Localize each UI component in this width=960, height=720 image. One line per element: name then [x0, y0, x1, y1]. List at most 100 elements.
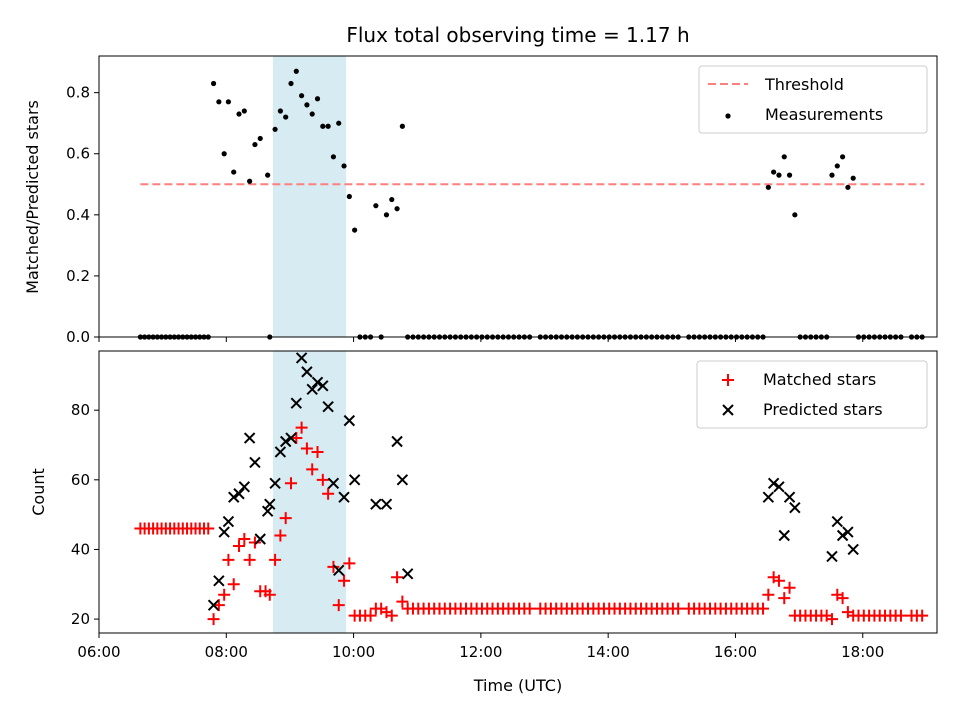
matched-star-point — [274, 529, 287, 542]
bottom-plot-frame — [98, 350, 938, 634]
measurement-point — [288, 80, 294, 87]
matched-star-point — [391, 571, 404, 584]
x-axis-label: Time (UTC) — [473, 676, 562, 695]
predicted-star-point — [343, 414, 356, 427]
measurement-point — [394, 206, 400, 212]
matched-star-point — [338, 574, 351, 587]
matched-star-point — [385, 609, 398, 622]
top-y-tick-label: 0.2 — [66, 267, 90, 285]
predicted-star-point — [322, 400, 334, 413]
matched-star-point — [772, 574, 785, 587]
predicted-star-point — [762, 491, 775, 503]
bottom-y-tick-label: 60 — [71, 471, 90, 489]
predicted-star-point — [401, 568, 414, 580]
legend-predicted-swatch — [722, 404, 734, 416]
top-x-axis — [98, 337, 864, 342]
matched-star-point — [836, 592, 849, 605]
measurement-point — [252, 141, 258, 148]
bottom-legend-box — [696, 360, 928, 429]
predicted-star-point — [327, 477, 340, 490]
predicted-star-point — [338, 491, 350, 503]
predicted-star-point — [783, 491, 796, 503]
legend-measurement-swatch — [725, 113, 731, 119]
top-shaded-region — [272, 56, 347, 337]
predicted-star-point — [773, 481, 785, 493]
x-tick-label: 10:00 — [332, 643, 375, 661]
matched-star-point — [916, 609, 929, 622]
predicted-star-point — [238, 481, 251, 493]
x-tick-label: 18:00 — [841, 643, 884, 661]
measurement-point — [845, 184, 851, 190]
top-y-axis: 0.0 0.2 0.4 0.6 0.8 — [66, 84, 99, 346]
top-y-axis-label: Matched/Predicted stars — [23, 100, 42, 294]
matched-star-point — [762, 588, 775, 601]
predicted-star-point — [842, 526, 854, 538]
predicted-star-point — [207, 599, 220, 611]
matched-star-point — [233, 539, 246, 552]
matched-star-point — [300, 442, 313, 455]
predicted-star-point — [279, 435, 292, 448]
bottom-x-axis: 06:00 08:00 10:00 12:00 14:00 16:00 18:00 — [77, 633, 884, 661]
predicted-star-point — [317, 380, 329, 392]
measurement-point — [314, 96, 321, 102]
predicted-star-point — [264, 498, 276, 510]
predicted-star-point — [348, 474, 361, 486]
measurement-point — [336, 120, 342, 126]
matched-star-point — [825, 613, 838, 626]
predicted-star-point — [290, 397, 303, 409]
x-tick-label: 14:00 — [587, 643, 630, 661]
matched-star-point — [894, 609, 907, 622]
predicted-star-point — [254, 533, 266, 545]
matched-star-point — [284, 477, 297, 490]
measurement-point — [231, 169, 237, 175]
measurement-point — [221, 151, 227, 157]
measurement-point — [210, 80, 217, 87]
matched-star-point — [222, 553, 235, 566]
matched-star-point — [757, 602, 770, 615]
top-plot-frame — [98, 55, 938, 338]
predicted-stars-points — [207, 352, 859, 611]
predicted-star-point — [847, 543, 859, 556]
matched-star-point — [243, 553, 256, 566]
matched-star-point — [311, 445, 324, 458]
predicted-star-point — [228, 491, 240, 503]
matched-star-point — [672, 602, 685, 615]
matched-star-point — [306, 463, 319, 476]
predicted-star-point — [233, 488, 245, 500]
predicted-star-point — [831, 515, 843, 528]
measurement-point — [265, 172, 271, 178]
matched-star-point — [218, 588, 231, 601]
measurement-point — [373, 203, 379, 209]
matched-star-point — [322, 487, 335, 500]
predicted-star-point — [396, 474, 409, 486]
x-tick-label: 16:00 — [714, 643, 757, 661]
matched-star-point — [332, 599, 345, 612]
predicted-star-point — [295, 352, 308, 364]
measurement-point — [389, 196, 395, 203]
matched-star-point — [263, 588, 276, 601]
bottom-legend: Matched stars Predicted stars — [696, 360, 928, 429]
legend-matched-swatch — [722, 374, 734, 386]
matched-star-point — [269, 553, 282, 566]
predicted-star-point — [311, 376, 324, 389]
chart-title: Flux total observing time = 1.17 h — [346, 23, 689, 47]
measurement-point — [352, 227, 358, 233]
measurement-point — [792, 212, 798, 218]
predicted-star-point — [213, 575, 225, 587]
bottom-panel: 20 40 60 80 06:00 08:00 10:00 12:00 14:00 16:00 1… — [29, 350, 938, 695]
matched-star-point — [248, 536, 261, 549]
predicted-star-point — [836, 529, 849, 542]
predicted-star-point — [222, 515, 235, 528]
top-y-tick-label: 0.4 — [66, 206, 90, 224]
bottom-y-axis-label: Count — [29, 468, 48, 516]
bottom-shaded-region — [272, 351, 347, 633]
matched-star-point — [396, 595, 409, 608]
matched-star-point — [343, 557, 356, 570]
matched-star-point — [295, 421, 308, 434]
predicted-star-point — [249, 456, 261, 469]
matched-star-point — [207, 613, 220, 626]
measurement-point — [781, 154, 787, 160]
measurement-point — [293, 68, 299, 74]
matched-star-point — [316, 473, 329, 486]
